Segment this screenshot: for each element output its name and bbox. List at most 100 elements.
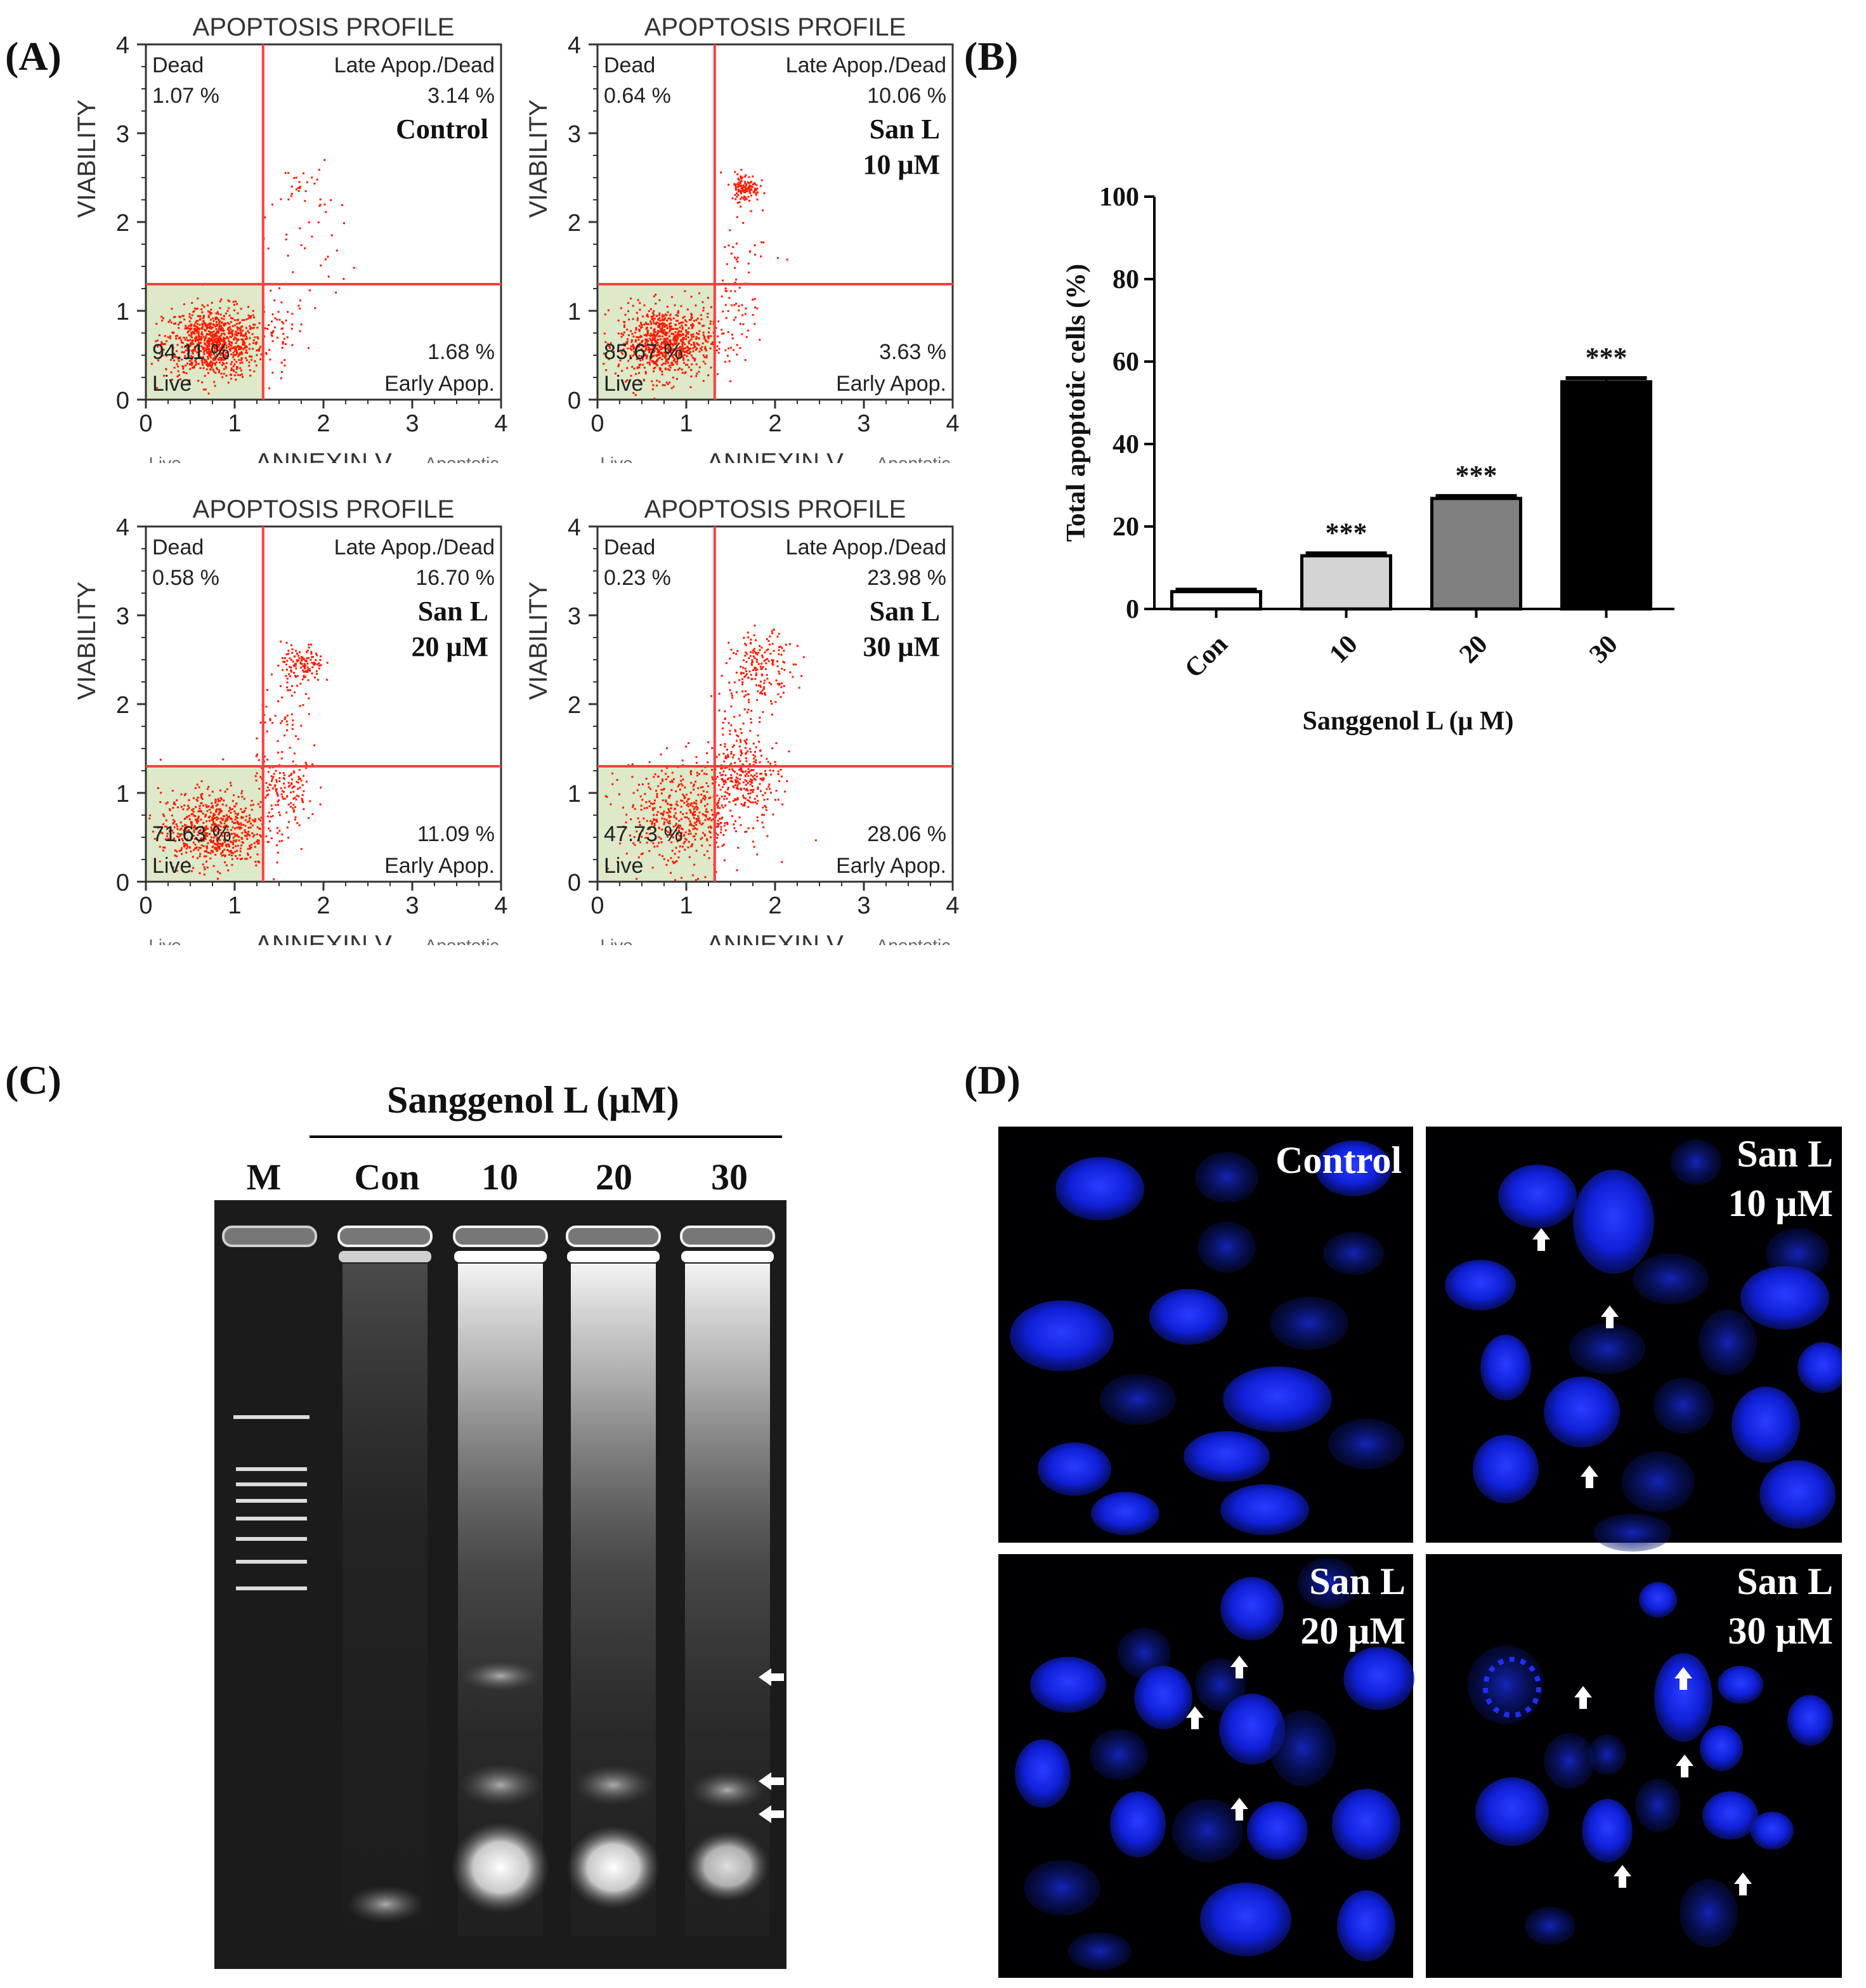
san-l-30-nuclei [1468, 1582, 1833, 1947]
live-label: Live [604, 372, 643, 396]
event-dots [604, 624, 817, 882]
flow-plot-title: APOPTOSIS PROFILE [193, 13, 455, 41]
y-tick-label: 3 [568, 603, 581, 630]
early-apoptotic-label: Early Apop. [836, 854, 946, 878]
dead-percent: 0.58 % [152, 566, 219, 590]
live-percent: 71.63 % [152, 822, 232, 846]
y-tick-label: 4 [116, 514, 129, 541]
up-arrow-icon [1581, 1465, 1598, 1488]
y-tick-label: 60 [1112, 348, 1139, 377]
early-apoptotic-percent: 3.63 % [879, 340, 946, 364]
y-tick-label: 0 [568, 388, 581, 414]
dead-percent: 0.23 % [604, 566, 671, 590]
late-apoptotic-percent: 16.70 % [415, 566, 495, 590]
treatment-label-line1: San L [870, 596, 940, 627]
x-tick-label: 3 [405, 410, 419, 437]
late-apoptotic-label: Late Apop./Dead [334, 535, 495, 559]
bar-30 [1560, 380, 1652, 611]
live-label: Live [604, 854, 643, 878]
san-l-20-nuclei [1015, 1558, 1414, 1970]
live-label: Live [152, 372, 192, 396]
gel-title: Sanggenol L (μM) [387, 1079, 679, 1121]
x-axis-live-label: Live [148, 454, 181, 463]
y-tick-label: 0 [116, 870, 129, 896]
up-arrow-icon [1186, 1706, 1204, 1729]
x-axis-apoptotic-label: Apoptotic [877, 454, 951, 463]
event-dots [150, 159, 355, 395]
y-tick-label: 3 [116, 603, 129, 630]
x-tick-label: 4 [494, 893, 507, 919]
up-arrow-icon [1676, 1755, 1693, 1777]
x-tick-label: 20 [1454, 630, 1493, 669]
y-tick-label: 80 [1112, 265, 1139, 294]
late-apoptotic-label: Late Apop./Dead [786, 53, 946, 77]
x-axis-apoptotic-label: Apoptotic [425, 454, 499, 463]
x-tick-label: 1 [679, 893, 693, 919]
micrograph-label-20um: San L 20 μM [1209, 1557, 1406, 1656]
y-tick-label: 2 [116, 210, 129, 237]
x-axis-label: ANNEXIN V [255, 931, 392, 945]
dead-percent: 0.64 % [604, 84, 671, 108]
left-arrow-icon [759, 1668, 784, 1686]
x-tick-label: 2 [768, 410, 781, 437]
y-tick-label: 1 [116, 299, 129, 325]
gel-fragment-arrows [759, 1668, 784, 1823]
x-tick-label: 2 [316, 410, 330, 437]
control-nuclei [1010, 1141, 1404, 1535]
x-tick-label: 0 [590, 410, 604, 437]
x-axis-live-label: Live [600, 936, 632, 945]
y-tick-label: 0 [568, 870, 581, 896]
flow-plot-title: APOPTOSIS PROFILE [644, 495, 906, 523]
x-tick-label: 0 [139, 410, 152, 437]
gel-lane-label-m: M [246, 1156, 282, 1198]
panel-label-d: (D) [964, 1057, 1021, 1102]
event-dots [603, 169, 788, 400]
x-axis-label: ANNEXIN V [707, 931, 844, 945]
gel-lane-label-10: 10 [481, 1156, 518, 1198]
y-tick-label: 1 [116, 781, 129, 808]
x-tick-label: Con [1179, 630, 1233, 684]
x-tick-label: 2 [316, 893, 330, 919]
significance-marker: *** [1326, 517, 1367, 548]
x-axis-apoptotic-label: Apoptotic [425, 936, 499, 945]
panel-label-c: (C) [5, 1057, 62, 1102]
late-apoptotic-label: Late Apop./Dead [334, 53, 495, 77]
up-arrow-icon [1230, 1798, 1248, 1821]
event-dots [148, 640, 329, 880]
x-tick-label: 10 [1324, 630, 1363, 669]
treatment-label-line1: San L [870, 114, 940, 145]
san-l-10-nuclei [1445, 1139, 1842, 1552]
x-axis-apoptotic-label: Apoptotic [877, 936, 951, 945]
y-tick-label: 4 [568, 514, 581, 541]
x-tick-label: 2 [768, 893, 781, 919]
flow-plot-title: APOPTOSIS PROFILE [644, 13, 906, 41]
up-arrow-icon [1532, 1228, 1550, 1251]
flow-plot-3: 00 1 1 2 2 3 3 4 4 APOPTOSIS PROFILE Dead 0.58 % Lat… [73, 495, 507, 945]
micrograph-label-line1: San L [1737, 1560, 1833, 1602]
panel-label-b: (B) [964, 34, 1019, 79]
flow-plot-2: 00 1 1 2 2 3 3 4 4 APOPTOSIS PROFILE Dead 0.64 % Lat… [525, 13, 959, 463]
up-arrow-icon [1734, 1873, 1752, 1895]
live-percent: 85.67 % [604, 340, 683, 364]
x-axis-label: ANNEXIN V [255, 448, 392, 463]
apoptotic-nuclei-arrows [1186, 1228, 1752, 1895]
bar-con [1170, 590, 1262, 611]
y-axis-label: Total apoptotic cells (%) [1062, 264, 1091, 542]
dead-percent: 1.07 % [152, 84, 219, 108]
y-tick-label: 0 [116, 388, 129, 414]
y-tick-label: 2 [116, 692, 129, 719]
significance-marker: *** [1456, 460, 1497, 491]
y-tick-label: 2 [568, 692, 581, 719]
gel-ladder [233, 1415, 310, 1590]
early-apoptotic-label: Early Apop. [384, 372, 495, 396]
significance-marker: *** [1586, 342, 1628, 373]
gel-lane-label-con: Con [354, 1156, 420, 1198]
live-percent: 47.73 % [604, 822, 683, 846]
y-tick-label: 1 [568, 299, 581, 325]
x-axis-label: Sanggenol L (μ M) [1302, 707, 1513, 736]
x-tick-label: 3 [857, 893, 870, 919]
y-axis-label: VIABILITY [73, 100, 101, 218]
micrograph-label-control: Control [1205, 1135, 1402, 1185]
flow-plot-4: 00 1 1 2 2 3 3 4 4 APOPTOSIS PROFILE Dead 0.23 % Lat… [525, 495, 959, 945]
x-tick-label: 30 [1584, 630, 1623, 669]
